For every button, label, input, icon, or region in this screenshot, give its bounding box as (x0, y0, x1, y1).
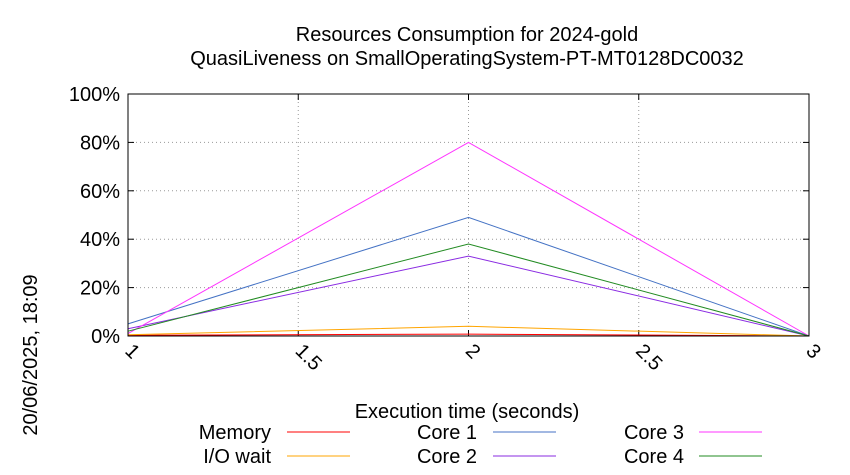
y-tick-label: 20% (80, 278, 120, 300)
x-tick-label: 2 (461, 340, 484, 363)
y-axis-ticks: 0% 20% 40% 60% 80% 100% (69, 84, 809, 348)
series-line-core-1 (127, 216, 810, 337)
series-line-i-o-wait (127, 325, 810, 337)
legend-label: I/O wait (203, 446, 271, 468)
y-tick-label: 60% (80, 181, 120, 203)
x-tick-label: 1.5 (291, 340, 326, 375)
y-tick-label: 100% (69, 84, 120, 106)
series-line-core-4 (127, 243, 810, 337)
legend-label: Core 4 (624, 446, 684, 468)
x-tick-label: 2.5 (631, 340, 666, 375)
grid-lines (127, 93, 810, 337)
series-lines (127, 141, 810, 337)
chart-subtitle: QuasiLiveness on SmallOperatingSystem-PT… (190, 48, 744, 70)
legend-item: Core 2 (417, 446, 556, 468)
series-line-core-3 (127, 141, 810, 337)
x-axis-label: Execution time (seconds) (355, 401, 580, 423)
x-tick-label: 1 (120, 340, 143, 363)
y-tick-label: 80% (80, 132, 120, 154)
legend-label: Core 2 (417, 446, 477, 468)
plot-frame (127, 93, 810, 337)
legend-label: Memory (199, 422, 271, 444)
y-tick-label: 40% (80, 229, 120, 251)
x-tick-label: 3 (801, 340, 824, 363)
legend-label: Core 3 (624, 422, 684, 444)
legend-item: Memory (199, 422, 350, 444)
legend-item: Core 3 (624, 422, 762, 444)
series-line-core-2 (127, 255, 810, 337)
legend-item: Core 1 (417, 422, 556, 444)
legend-item: I/O wait (203, 446, 350, 468)
y-tick-label: 0% (91, 326, 120, 348)
series-line-memory (127, 333, 810, 337)
timestamp: 20/06/2025, 18:09 (20, 274, 42, 435)
legend-label: Core 1 (417, 422, 477, 444)
chart-title: Resources Consumption for 2024-gold (296, 24, 638, 46)
legend-item: Core 4 (624, 446, 762, 468)
